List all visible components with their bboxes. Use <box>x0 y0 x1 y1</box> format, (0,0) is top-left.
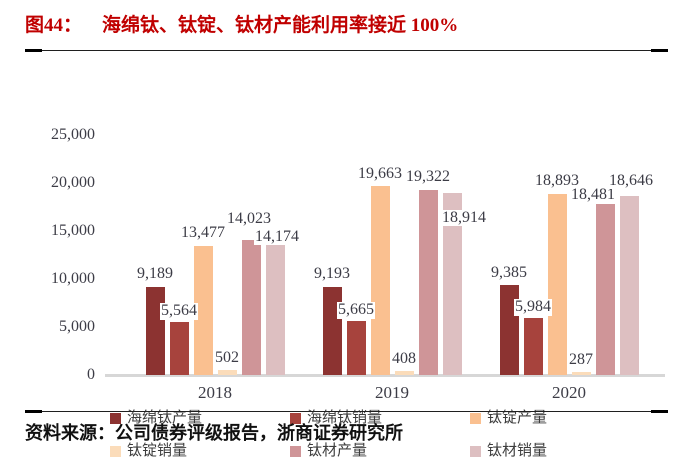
bar-钛锭产量-2020 <box>547 193 567 375</box>
legend-label: 钛材产量 <box>307 442 368 458</box>
bar-海绵钛销量-2020 <box>523 317 543 375</box>
data-label-钛材产量-2020: 18,481 <box>570 186 616 204</box>
bar-钛材销量-2019 <box>442 193 462 375</box>
y-axis-tick-label: 20,000 <box>51 174 95 191</box>
data-label-钛材销量-2018: 14,174 <box>254 227 300 245</box>
chart-legend: 海绵钛产量 海绵钛销量 钛锭产量钛锭销量 钛材产量 钛材销量 <box>110 410 650 458</box>
bar-海绵钛销量-2019 <box>346 320 366 375</box>
data-label-钛锭销量-2020: 287 <box>568 350 594 369</box>
bar-钛材销量-2020 <box>619 196 639 375</box>
y-axis-labels: 25,000 20,000 15,000 10,000 5,000 0 <box>30 127 95 383</box>
x-axis-category-label: 2020 <box>552 383 586 402</box>
legend-item-钛材产量: 钛材产量 <box>290 443 470 458</box>
data-label-海绵钛产量-2020: 9,385 <box>490 263 528 281</box>
data-label-海绵钛产量-2019: 9,193 <box>313 265 351 283</box>
legend-item-钛材销量: 钛材销量 <box>470 443 650 458</box>
bar-海绵钛产量-2018 <box>145 286 165 375</box>
x-axis-category-label: 2018 <box>198 383 232 402</box>
legend-label: 钛锭产量 <box>487 409 548 426</box>
figure-title: 海绵钛、钛锭、钛材产能利用率接近 100% <box>102 15 459 36</box>
data-label-钛锭销量-2018: 502 <box>214 348 240 367</box>
data-label-钛材销量-2019: 18,914 <box>441 209 487 227</box>
data-label-钛锭产量-2020: 18,893 <box>534 172 580 190</box>
bottom-divider-line <box>25 411 668 412</box>
data-label-海绵钛销量-2020: 5,984 <box>514 298 552 316</box>
data-label-海绵钛销量-2019: 5,665 <box>337 301 375 319</box>
bar-chart: 25,000 20,000 15,000 10,000 5,000 0 9,189 5,56… <box>0 60 692 458</box>
legend-swatch-icon <box>470 412 481 424</box>
bar-钛锭产量-2018 <box>193 245 213 375</box>
legend-item-海绵钛产量: 海绵钛产量 <box>110 410 290 426</box>
bar-钛锭产量-2019 <box>370 186 390 375</box>
bar-钛材产量-2019 <box>418 189 438 375</box>
y-axis-tick-label: 5,000 <box>59 318 95 335</box>
bottom-divider-right-nub <box>651 409 668 413</box>
top-divider-right-nub <box>651 48 668 52</box>
legend-swatch-icon <box>110 445 121 457</box>
data-label-海绵钛销量-2018: 5,564 <box>160 302 198 320</box>
bar-钛材产量-2020 <box>595 197 615 375</box>
legend-swatch-icon <box>290 412 301 424</box>
y-axis-tick-label: 25,000 <box>51 126 95 143</box>
bar-海绵钛产量-2020 <box>499 284 519 375</box>
data-label-钛锭销量-2019: 408 <box>391 349 417 368</box>
x-axis-category-label: 2019 <box>375 383 409 402</box>
bar-海绵钛产量-2019 <box>322 286 342 375</box>
data-label-钛锭产量-2019: 19,663 <box>357 164 403 183</box>
x-axis-line <box>105 374 665 377</box>
bar-钛锭销量-2019 <box>394 371 414 375</box>
bar-钛锭销量-2020 <box>571 372 591 375</box>
legend-item-海绵钛销量: 海绵钛销量 <box>290 410 470 426</box>
legend-label: 钛锭销量 <box>127 442 188 458</box>
legend-swatch-icon <box>110 412 121 424</box>
bar-钛锭销量-2018 <box>217 370 237 375</box>
figure-title-row: 图44： 海绵钛、钛锭、钛材产能利用率接近 100% <box>25 10 675 37</box>
data-label-钛材产量-2019: 19,322 <box>405 168 451 186</box>
source-line: 资料来源：公司债券评级报告，浙商证券研究所 <box>25 423 403 443</box>
bottom-divider-left-nub <box>25 409 42 413</box>
legend-item-钛锭销量: 钛锭销量 <box>110 443 290 458</box>
y-axis-tick-label: 10,000 <box>51 270 95 287</box>
bar-海绵钛销量-2018 <box>169 321 189 375</box>
legend-label: 钛材销量 <box>487 442 548 458</box>
legend-label: 海绵钛产量 <box>127 409 203 426</box>
y-axis-tick-label: 0 <box>87 366 95 383</box>
top-divider-line <box>25 50 668 51</box>
top-divider-left-nub <box>25 48 42 52</box>
data-label-钛锭产量-2018: 13,477 <box>180 224 226 242</box>
y-axis-tick-label: 15,000 <box>51 222 95 239</box>
legend-swatch-icon <box>470 445 481 457</box>
data-label-海绵钛产量-2018: 9,189 <box>136 265 174 283</box>
plot-area: 9,189 5,564 13,477 502 14,023 14,174 2018 9,193… <box>105 135 665 402</box>
figure-number-label: 图44： <box>25 15 83 36</box>
bar-钛材产量-2018 <box>241 240 261 375</box>
data-label-钛材销量-2020: 18,646 <box>608 171 654 189</box>
data-label-钛材产量-2018: 14,023 <box>226 210 272 228</box>
legend-item-钛锭产量: 钛锭产量 <box>470 410 650 426</box>
bar-钛材销量-2018 <box>265 238 285 375</box>
legend-swatch-icon <box>290 445 301 457</box>
legend-label: 海绵钛销量 <box>307 409 383 426</box>
